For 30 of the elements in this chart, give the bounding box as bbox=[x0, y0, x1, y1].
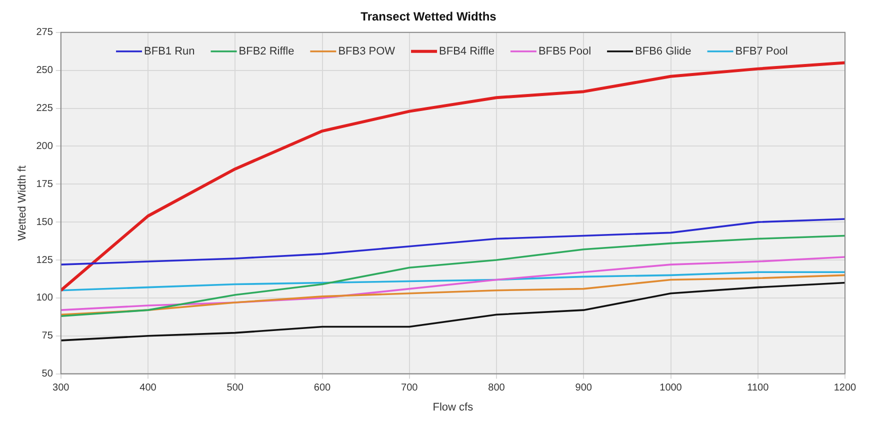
legend-label: BFB7 Pool bbox=[735, 45, 788, 58]
legend-label: BFB5 Pool bbox=[538, 45, 592, 58]
y-tick-label: 100 bbox=[36, 292, 54, 304]
legend-label: BFB6 Glide bbox=[635, 45, 692, 58]
x-tick-label: 800 bbox=[488, 382, 506, 394]
x-tick-label: 700 bbox=[401, 382, 418, 394]
legend-label: BFB3 POW bbox=[338, 45, 396, 58]
x-tick-label: 1000 bbox=[660, 382, 682, 394]
y-axis-title: Wetted Width ft bbox=[16, 166, 29, 241]
x-axis-title: Flow cfs bbox=[432, 401, 474, 414]
x-tick-label: 400 bbox=[140, 382, 157, 394]
x-tick-label: 600 bbox=[314, 382, 332, 394]
y-tick-label: 150 bbox=[36, 216, 54, 228]
y-tick-label: 250 bbox=[36, 65, 54, 76]
legend-label: BFB1 Run bbox=[144, 45, 195, 58]
x-tick-label: 300 bbox=[52, 382, 70, 394]
y-tick-label: 50 bbox=[42, 368, 54, 380]
y-tick-label: 175 bbox=[36, 178, 54, 190]
legend-label: BFB4 Riffle bbox=[439, 45, 494, 58]
legend-label: BFB2 Riffle bbox=[238, 45, 294, 58]
x-tick-label: 1100 bbox=[747, 382, 770, 394]
y-tick-label: 225 bbox=[36, 103, 54, 114]
chart-title: Transect Wetted Widths bbox=[360, 10, 497, 24]
x-tick-label: 1200 bbox=[834, 382, 857, 394]
y-tick-label: 125 bbox=[36, 254, 54, 266]
x-tick-label: 500 bbox=[226, 382, 244, 394]
y-tick-label: 75 bbox=[42, 330, 54, 342]
y-tick-label: 275 bbox=[36, 27, 54, 38]
x-tick-label: 900 bbox=[575, 382, 592, 394]
y-tick-label: 200 bbox=[36, 140, 54, 152]
